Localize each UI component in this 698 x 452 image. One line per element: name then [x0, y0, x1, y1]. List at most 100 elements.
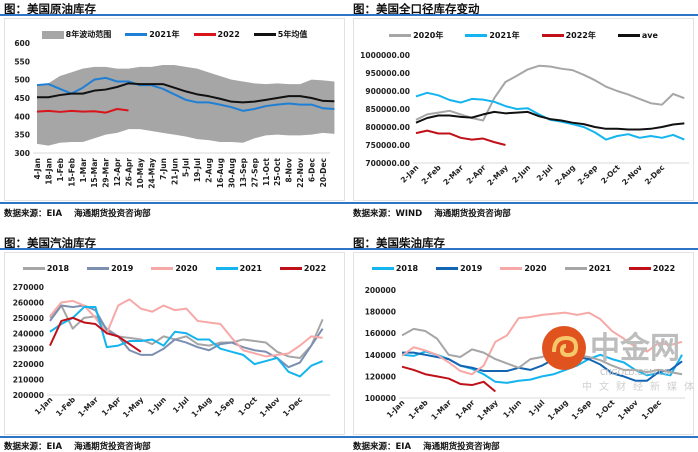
y-tick-label: 350: [14, 131, 30, 140]
y-tick-label: 400: [14, 112, 30, 121]
x-tick-label: 21-Jun: [170, 158, 179, 185]
total-inventory-chart: 700000.00 750000.00 800000.00 850000.00 9000…: [360, 51, 689, 187]
x-tick-label: 2-Jun: [510, 163, 532, 185]
legend-item: 5年均值: [253, 29, 308, 40]
watermark-domain: CNGOLD.COM.CN: [600, 368, 670, 377]
title-rule: [0, 14, 349, 16]
x-tick-label: 11-Oct: [262, 158, 271, 186]
x-tick-label: 13-Sep: [239, 157, 248, 187]
series-line: [36, 108, 129, 114]
chart-title: 图：美国全口径库存变动: [353, 2, 480, 16]
x-tick-label: 27-Sep: [250, 157, 259, 187]
y-tick-label: 270000: [13, 283, 44, 292]
series-line: [415, 110, 685, 131]
legend-swatch: [279, 267, 302, 270]
legend-label: 2022年: [565, 31, 596, 40]
legend-item: 8年波动范围: [41, 29, 112, 40]
x-tick-label: 1-Sep: [213, 395, 237, 419]
legend-item: 2019: [436, 264, 482, 273]
legend: 2018 2019 2020 2021 2022: [0, 264, 349, 273]
legend-item: 2020年: [389, 30, 443, 41]
legend-swatch: [617, 34, 640, 37]
series-line: [401, 311, 683, 376]
x-tick-label: 7-Jun: [159, 158, 168, 180]
legend-swatch: [389, 34, 412, 37]
series-line: [49, 306, 324, 378]
legend-label: 2021: [588, 264, 611, 273]
diesel-inventory-panel: 图：美国柴油库存 2018 2019 2020 2021 2022 100000…: [349, 226, 698, 452]
plot-frame: [4, 18, 345, 201]
legend: 2018 2019 2020 2021 2022: [349, 264, 698, 273]
legend-label: 5年均值: [277, 30, 308, 39]
legend-item: 2022: [193, 29, 240, 40]
x-tick-label: 1-Oct: [594, 398, 617, 421]
x-tick-label: 1-Jun: [146, 395, 168, 417]
range-band: [37, 65, 335, 146]
legend-label: 2020年: [413, 31, 444, 40]
x-tick-label: 5-Jul: [182, 158, 191, 177]
x-tick-label: 29-Mar: [102, 158, 111, 188]
legend-item: 2022: [628, 264, 675, 273]
x-tick-label: 1-Oct: [236, 395, 259, 418]
y-tick-label: 800000.00: [365, 123, 410, 132]
y-tick-label: 210000: [13, 376, 44, 385]
source-note: 数据来源：EIA 海通期货投资咨询部: [4, 440, 163, 452]
y-tick-label: 200000: [13, 391, 44, 400]
legend-label: 8年波动范围: [65, 30, 112, 39]
source-note: 数据来源：EIA 海通期货投资咨询部: [353, 440, 512, 452]
y-tick-label: 750000.00: [365, 141, 410, 150]
series-line: [49, 304, 324, 359]
gasoline-inventory-panel: 图：美国汽油库存 2018 2019 2020 2021 2022 200000…: [0, 226, 349, 452]
source-label: 数据来源：EIA: [4, 442, 63, 452]
x-tick-label: 8-Nov: [285, 158, 294, 183]
legend-label: 2021年: [149, 30, 180, 39]
chart-title: 图：美国柴油库存: [353, 236, 445, 250]
source-label: 数据来源：EIA: [4, 209, 63, 219]
series-line: [415, 129, 506, 146]
footer-rule: [349, 202, 698, 204]
x-tick-label: 10-May: [136, 158, 145, 189]
x-tick-label: 15-Feb: [67, 157, 76, 186]
x-tick-label: 1-Feb: [56, 157, 65, 181]
x-tick-label: 1-Jul: [527, 398, 547, 418]
footer-rule: [349, 436, 698, 438]
y-tick-label: 200000: [365, 286, 396, 295]
x-tick-label: 2-Aug: [205, 158, 214, 183]
legend-swatch: [193, 33, 216, 36]
watermark-slogan: 中文财经新媒体: [582, 380, 698, 393]
legend-label: 2022: [303, 264, 327, 273]
y-tick-label: 230000: [13, 345, 44, 354]
series-line: [401, 365, 496, 393]
x-tick-label: 16-Aug: [216, 158, 225, 188]
y-tick-label: 950000.00: [365, 69, 410, 78]
legend-item: 2021年: [465, 30, 520, 41]
logo-swirl-icon: [552, 335, 579, 358]
y-tick-label: 140000: [365, 351, 396, 360]
legend-swatch: [22, 267, 45, 270]
source-org: 海通期货投资咨询部: [423, 442, 500, 452]
source-note: 数据来源：WIND 海通期货投资咨询部: [353, 207, 523, 219]
legend-swatch: [253, 33, 276, 36]
legend-swatch: [628, 267, 651, 270]
x-tick-label: 2-Nov: [620, 163, 644, 187]
x-tick-label: 1-Feb: [54, 395, 78, 419]
watermark-logo: 中金网 CNGOLD.COM.CN 中文财经新媒体: [542, 326, 698, 393]
x-tick-label: 1-Dec: [640, 398, 663, 421]
series-line: [36, 76, 335, 112]
y-tick-label: 260000: [13, 298, 44, 307]
x-tick-label: 1-Aug: [546, 398, 570, 422]
x-tick-label: 18-Jan: [44, 158, 53, 185]
y-tick-label: 240000: [13, 329, 44, 338]
x-tick-label: 2-Jul: [535, 163, 555, 183]
x-tick-label: 2-Mar: [441, 163, 465, 187]
crude-oil-inventory-panel: 图：美国原油库存 8年波动范围 2021年 2022 5年均值 300 350 40…: [0, 0, 349, 226]
source-label: 数据来源：WIND: [353, 209, 423, 219]
x-tick-label: 2-Aug: [553, 163, 577, 187]
series-line: [402, 351, 683, 382]
legend-label: 2022: [217, 30, 240, 39]
x-tick-label: 15-Mar: [90, 158, 99, 188]
legend-label: 2019: [460, 264, 483, 273]
legend-item: 2021: [215, 264, 262, 273]
legend-swatch: [41, 30, 64, 39]
series-line: [49, 298, 323, 358]
